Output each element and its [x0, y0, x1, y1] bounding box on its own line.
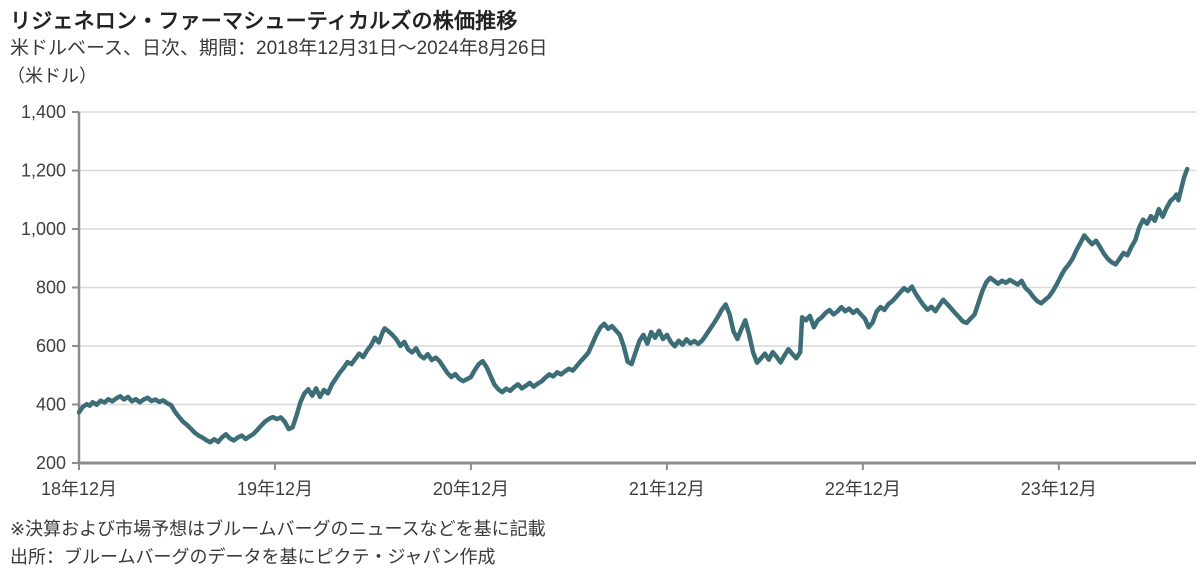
x-tick-label: 18年12月: [41, 479, 117, 499]
x-tick-label: 21年12月: [629, 479, 705, 499]
x-tick-label: 20年12月: [433, 479, 509, 499]
y-tick-label: 1,200: [21, 161, 66, 181]
chart-footnote: ※決算および市場予想はブルームバーグのニュースなどを基に記載: [10, 519, 546, 539]
price-line: [76, 166, 1190, 445]
y-tick-label: 1,000: [21, 219, 66, 239]
y-tick-label: 200: [36, 453, 66, 473]
chart-source: 出所：ブルームバーグのデータを基にピクテ・ジャパン作成: [10, 547, 496, 567]
y-tick-label: 600: [36, 336, 66, 356]
x-tick-label: 23年12月: [1021, 479, 1097, 499]
y-tick-label: 400: [36, 395, 66, 415]
x-tick-label: 22年12月: [825, 479, 901, 499]
chart-subtitle: 米ドルベース、日次、期間：2018年12月31日～2024年8月26日: [10, 38, 548, 59]
y-tick-label: 1,400: [21, 102, 66, 122]
y-axis-unit-label: （米ドル）: [7, 66, 97, 86]
chart-title: リジェネロン・ファーマシューティカルズの株価推移: [10, 10, 518, 33]
x-tick-label: 19年12月: [237, 479, 313, 499]
stock-price-line-chart: 200 400 600 800 1,000 1,200 1,400 18年12月 19年12月 2…: [21, 102, 1196, 499]
y-tick-label: 800: [36, 278, 66, 298]
